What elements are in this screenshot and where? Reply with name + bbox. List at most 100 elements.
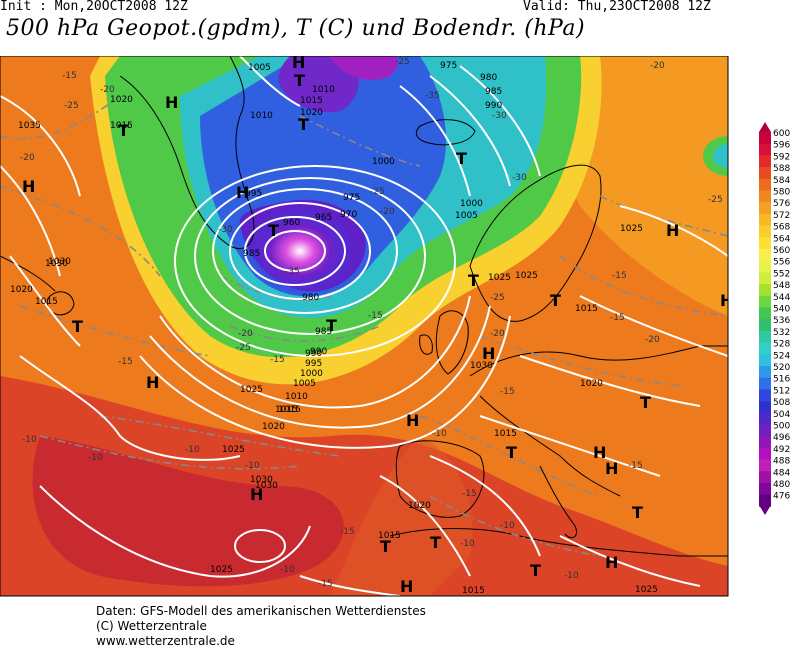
legend-swatch — [759, 272, 771, 285]
legend-label: 484 — [773, 468, 790, 478]
pressure-label: 980 — [302, 293, 319, 303]
temperature-label: -15 — [62, 71, 77, 81]
temperature-label: -15 — [462, 489, 477, 499]
legend-swatch — [759, 436, 771, 449]
pressure-label: 990 — [310, 347, 327, 357]
pressure-label: 1025 — [488, 273, 511, 283]
high-marker: H — [605, 459, 618, 478]
legend-swatch — [759, 494, 771, 507]
pressure-label: 995 — [305, 359, 322, 369]
high-marker: H — [146, 373, 159, 392]
legend-swatch — [759, 424, 771, 437]
legend-label: 480 — [773, 480, 790, 490]
footer-copyright: (C) Wetterzentrale — [96, 619, 207, 633]
legend-label: 520 — [773, 363, 790, 373]
temperature-label: -15 — [318, 579, 333, 589]
legend-swatch — [759, 354, 771, 367]
temperature-label: -25 — [236, 343, 251, 353]
legend-label: 504 — [773, 410, 790, 420]
pressure-label: 1015 — [110, 121, 133, 131]
temperature-label: -20 — [238, 329, 253, 339]
legend-swatch — [759, 132, 771, 144]
pressure-label: 990 — [485, 101, 502, 111]
pressure-labels: 1005 1010 1015 1020 1025 1030 1035 1000 … — [10, 61, 658, 596]
low-marker: T — [294, 71, 305, 90]
pressure-label: 1025 — [240, 385, 263, 395]
low-marker: T — [268, 221, 279, 240]
legend-swatch — [759, 307, 771, 320]
low-marker: T — [530, 561, 541, 580]
pressure-label: 995 — [245, 189, 262, 199]
legend-swatch — [759, 459, 771, 472]
temperature-label: -20 — [645, 335, 660, 345]
temperature-label: -25 — [64, 101, 79, 111]
legend-label: 576 — [773, 199, 790, 209]
pressure-label: 1005 — [293, 379, 316, 389]
legend-swatch — [759, 249, 771, 261]
legend-swatch — [759, 167, 771, 180]
legend-label: 588 — [773, 164, 790, 174]
legend-label: 500 — [773, 422, 790, 432]
legend-label: 512 — [773, 386, 790, 396]
pressure-label: 1020 — [110, 95, 133, 105]
temperature-label: -35 — [425, 91, 440, 101]
temperature-label: -30 — [512, 173, 527, 183]
low-marker: T — [550, 291, 561, 310]
pressure-label: 1015 — [494, 429, 517, 439]
pressure-label: 1025 — [222, 445, 245, 455]
pressure-label: 1030 — [48, 257, 71, 267]
pressure-label: 1015 — [35, 297, 58, 307]
pressure-label: 975 — [440, 61, 457, 71]
legend-label: 536 — [773, 316, 790, 326]
legend-swatch — [759, 483, 771, 495]
legend-swatch — [759, 155, 771, 168]
pressure-label: 1020 — [300, 108, 323, 118]
pressure-label: 960 — [283, 218, 300, 228]
pressure-label: 965 — [315, 213, 332, 223]
legend-label: 544 — [773, 293, 790, 303]
map-field: 1005 1010 1015 1020 1025 1030 1035 1000 … — [0, 56, 728, 596]
isotherms — [0, 95, 728, 557]
legend-label: 492 — [773, 445, 790, 455]
footer-source: Daten: GFS-Modell des amerikanischen Wet… — [96, 604, 426, 618]
pressure-label: 985 — [315, 327, 332, 337]
low-markers: T T T T T T T T T T T T T T T — [72, 71, 651, 580]
temperature-label: -10 — [564, 571, 579, 581]
pressure-label: 1000 — [460, 199, 483, 209]
high-marker: H — [482, 344, 495, 363]
temperature-label: -20 — [490, 329, 505, 339]
low-marker: T — [326, 316, 337, 335]
legend-label: 488 — [773, 457, 790, 467]
pressure-label: 1025 — [635, 585, 658, 595]
legend-label: 580 — [773, 188, 790, 198]
legend-swatch — [759, 447, 771, 460]
temperature-label: -15 — [500, 387, 515, 397]
pressure-label: 1030 — [255, 481, 278, 491]
pressure-label: 1035 — [18, 121, 41, 131]
legend-label: 476 — [773, 492, 790, 502]
temperature-label: -30 — [218, 225, 233, 235]
temperature-label: -25 — [708, 195, 723, 205]
legend-swatch — [759, 260, 771, 273]
temperature-label: -15 — [270, 355, 285, 365]
legend-swatch — [759, 178, 771, 191]
legend-swatch — [759, 401, 771, 414]
pressure-label: 1020 — [580, 379, 603, 389]
legend-label: 552 — [773, 269, 790, 279]
map-frame — [0, 56, 729, 597]
legend-label: 564 — [773, 234, 790, 244]
pressure-label: 1025 — [515, 271, 538, 281]
temperature-label: -25 — [370, 187, 385, 197]
weather-map: 1005 1010 1015 1020 1025 1030 1035 1000 … — [0, 56, 790, 597]
high-marker: H — [22, 177, 35, 196]
isobars — [0, 56, 728, 596]
pressure-label: 1015 — [462, 586, 485, 596]
temperature-label: -15 — [628, 461, 643, 471]
legend-swatch — [759, 190, 771, 203]
pressure-label: 1020 — [262, 422, 285, 432]
high-marker: H — [236, 183, 249, 202]
low-marker: T — [506, 443, 517, 462]
pressure-label: 1000 — [300, 369, 323, 379]
legend-label: 568 — [773, 223, 790, 233]
legend-label: 556 — [773, 258, 790, 268]
